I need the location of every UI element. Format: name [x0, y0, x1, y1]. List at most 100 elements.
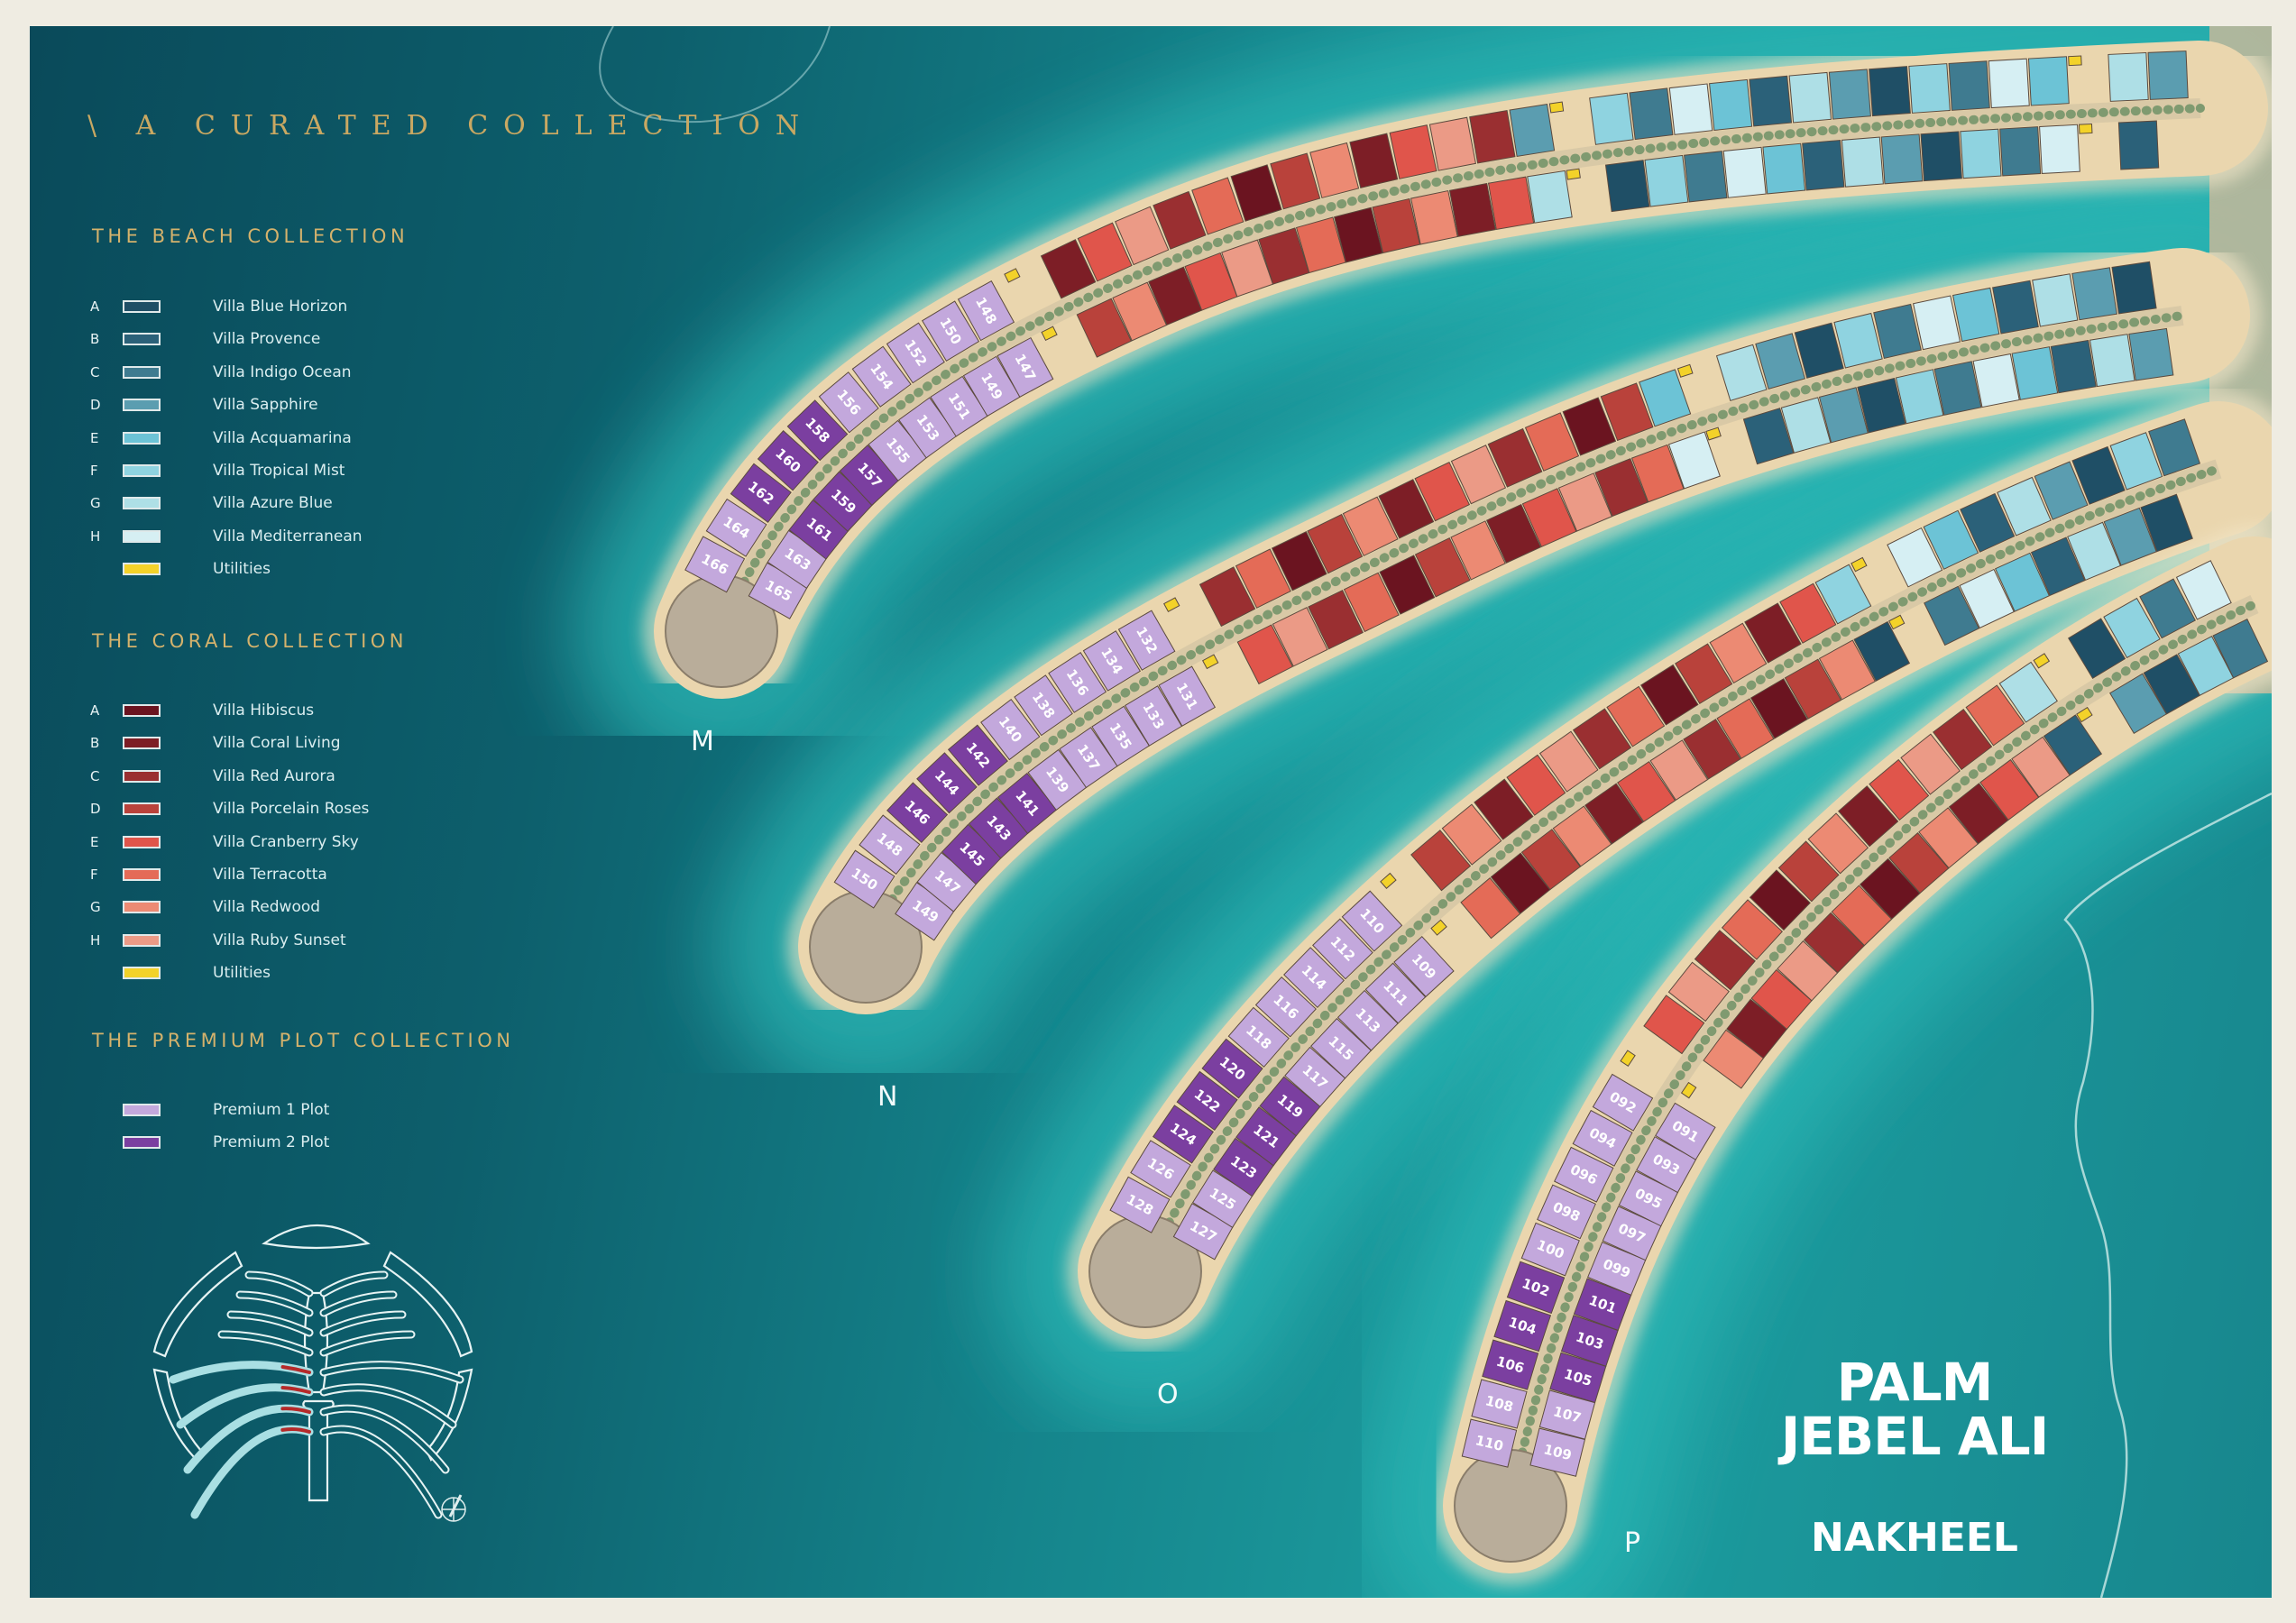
plot[interactable]: [1814, 564, 1872, 625]
plot[interactable]: [1620, 1050, 1636, 1067]
plot[interactable]: [1750, 968, 1813, 1031]
plot[interactable]: [1076, 298, 1133, 358]
plot[interactable]: [1998, 661, 2058, 723]
plot[interactable]: [1818, 387, 1869, 444]
plot[interactable]: [1450, 520, 1506, 581]
plot[interactable]: 154: [851, 345, 912, 408]
plot[interactable]: [2103, 507, 2157, 566]
plot[interactable]: 132: [1117, 610, 1176, 671]
plot[interactable]: [1630, 444, 1685, 503]
plot[interactable]: [1803, 912, 1865, 974]
plot[interactable]: [1487, 176, 1535, 231]
plot[interactable]: [1566, 168, 1581, 180]
plot[interactable]: [2050, 339, 2097, 394]
plot[interactable]: 165: [748, 562, 809, 619]
plot[interactable]: [1308, 589, 1364, 650]
plot[interactable]: [1908, 63, 1951, 114]
plot[interactable]: [1441, 803, 1502, 866]
plot[interactable]: [2027, 56, 2070, 106]
plot[interactable]: [1851, 556, 1868, 573]
plot[interactable]: 147: [916, 851, 978, 912]
plot[interactable]: 122: [1176, 1070, 1238, 1131]
plot[interactable]: 097: [1602, 1206, 1662, 1261]
plot[interactable]: [1428, 116, 1477, 171]
plot[interactable]: [1644, 154, 1689, 207]
plot[interactable]: 120: [1201, 1038, 1263, 1099]
plot[interactable]: [1952, 287, 2000, 343]
plot[interactable]: [1270, 152, 1321, 210]
plot[interactable]: [2078, 123, 2093, 134]
plot[interactable]: [1562, 397, 1617, 456]
plot[interactable]: [1236, 624, 1294, 685]
plot[interactable]: [2033, 653, 2051, 669]
plot[interactable]: [1716, 698, 1775, 759]
plot[interactable]: [1448, 182, 1496, 237]
plot[interactable]: 118: [1227, 1006, 1290, 1068]
plot[interactable]: [1295, 216, 1346, 274]
plot[interactable]: [1378, 479, 1435, 539]
plot[interactable]: [1258, 227, 1310, 285]
plot[interactable]: [1667, 431, 1721, 490]
plot[interactable]: 158: [786, 399, 849, 462]
plot[interactable]: [2148, 418, 2201, 477]
plot[interactable]: [1744, 602, 1802, 664]
plot[interactable]: [1880, 133, 1924, 185]
plot[interactable]: [2076, 706, 2093, 723]
plot[interactable]: 164: [705, 498, 767, 557]
plot[interactable]: [1460, 877, 1521, 940]
plot[interactable]: 104: [1493, 1299, 1552, 1352]
plot[interactable]: 099: [1587, 1241, 1647, 1296]
plot[interactable]: [1307, 513, 1364, 574]
plot[interactable]: [1040, 239, 1097, 299]
plot[interactable]: [2067, 521, 2122, 582]
plot[interactable]: [1004, 268, 1021, 283]
plot[interactable]: 157: [839, 444, 901, 507]
plot[interactable]: [1777, 940, 1839, 1002]
plot[interactable]: [2071, 445, 2126, 505]
plot[interactable]: [1606, 685, 1666, 747]
plot[interactable]: 146: [886, 782, 949, 844]
plot[interactable]: [1742, 408, 1795, 465]
plot[interactable]: 103: [1560, 1315, 1619, 1367]
plot[interactable]: 138: [1014, 674, 1073, 737]
plot[interactable]: 110: [1341, 890, 1403, 952]
plot[interactable]: [1649, 739, 1709, 802]
plot[interactable]: [1960, 128, 2002, 179]
plot[interactable]: [2039, 124, 2080, 174]
plot[interactable]: 124: [1153, 1105, 1215, 1164]
plot[interactable]: [1509, 103, 1556, 157]
plot[interactable]: 095: [1618, 1170, 1679, 1227]
plot[interactable]: [1965, 684, 2025, 747]
plot[interactable]: [1684, 151, 1728, 203]
plot[interactable]: [1629, 87, 1674, 141]
plot[interactable]: [1490, 852, 1551, 914]
plot[interactable]: 105: [1549, 1352, 1607, 1404]
plot[interactable]: [1895, 369, 1944, 425]
plot[interactable]: 161: [788, 499, 850, 560]
plot[interactable]: 140: [980, 698, 1041, 761]
plot[interactable]: [2139, 578, 2196, 639]
plot[interactable]: [1972, 353, 2020, 408]
plot[interactable]: [1828, 69, 1871, 120]
plot[interactable]: 098: [1537, 1184, 1596, 1240]
plot[interactable]: [2175, 560, 2232, 620]
plot[interactable]: 108: [1471, 1379, 1528, 1429]
plot[interactable]: 110: [1461, 1418, 1518, 1468]
plot[interactable]: [1430, 919, 1447, 936]
plot[interactable]: [2011, 736, 2071, 798]
plot[interactable]: [1920, 131, 1962, 182]
plot[interactable]: 134: [1082, 630, 1142, 692]
plot[interactable]: 166: [684, 536, 746, 593]
plot[interactable]: [1552, 805, 1612, 867]
plot[interactable]: [1221, 239, 1274, 298]
plot[interactable]: [1755, 333, 1806, 390]
plot[interactable]: 148: [957, 280, 1015, 342]
plot[interactable]: [2011, 346, 2059, 400]
plot[interactable]: [1469, 109, 1516, 164]
plot[interactable]: [1594, 458, 1649, 518]
plot[interactable]: 116: [1254, 976, 1317, 1038]
plot[interactable]: 127: [1172, 1203, 1234, 1261]
plot[interactable]: [1676, 363, 1694, 378]
plot[interactable]: [1933, 708, 1993, 771]
plot[interactable]: [1749, 75, 1793, 127]
